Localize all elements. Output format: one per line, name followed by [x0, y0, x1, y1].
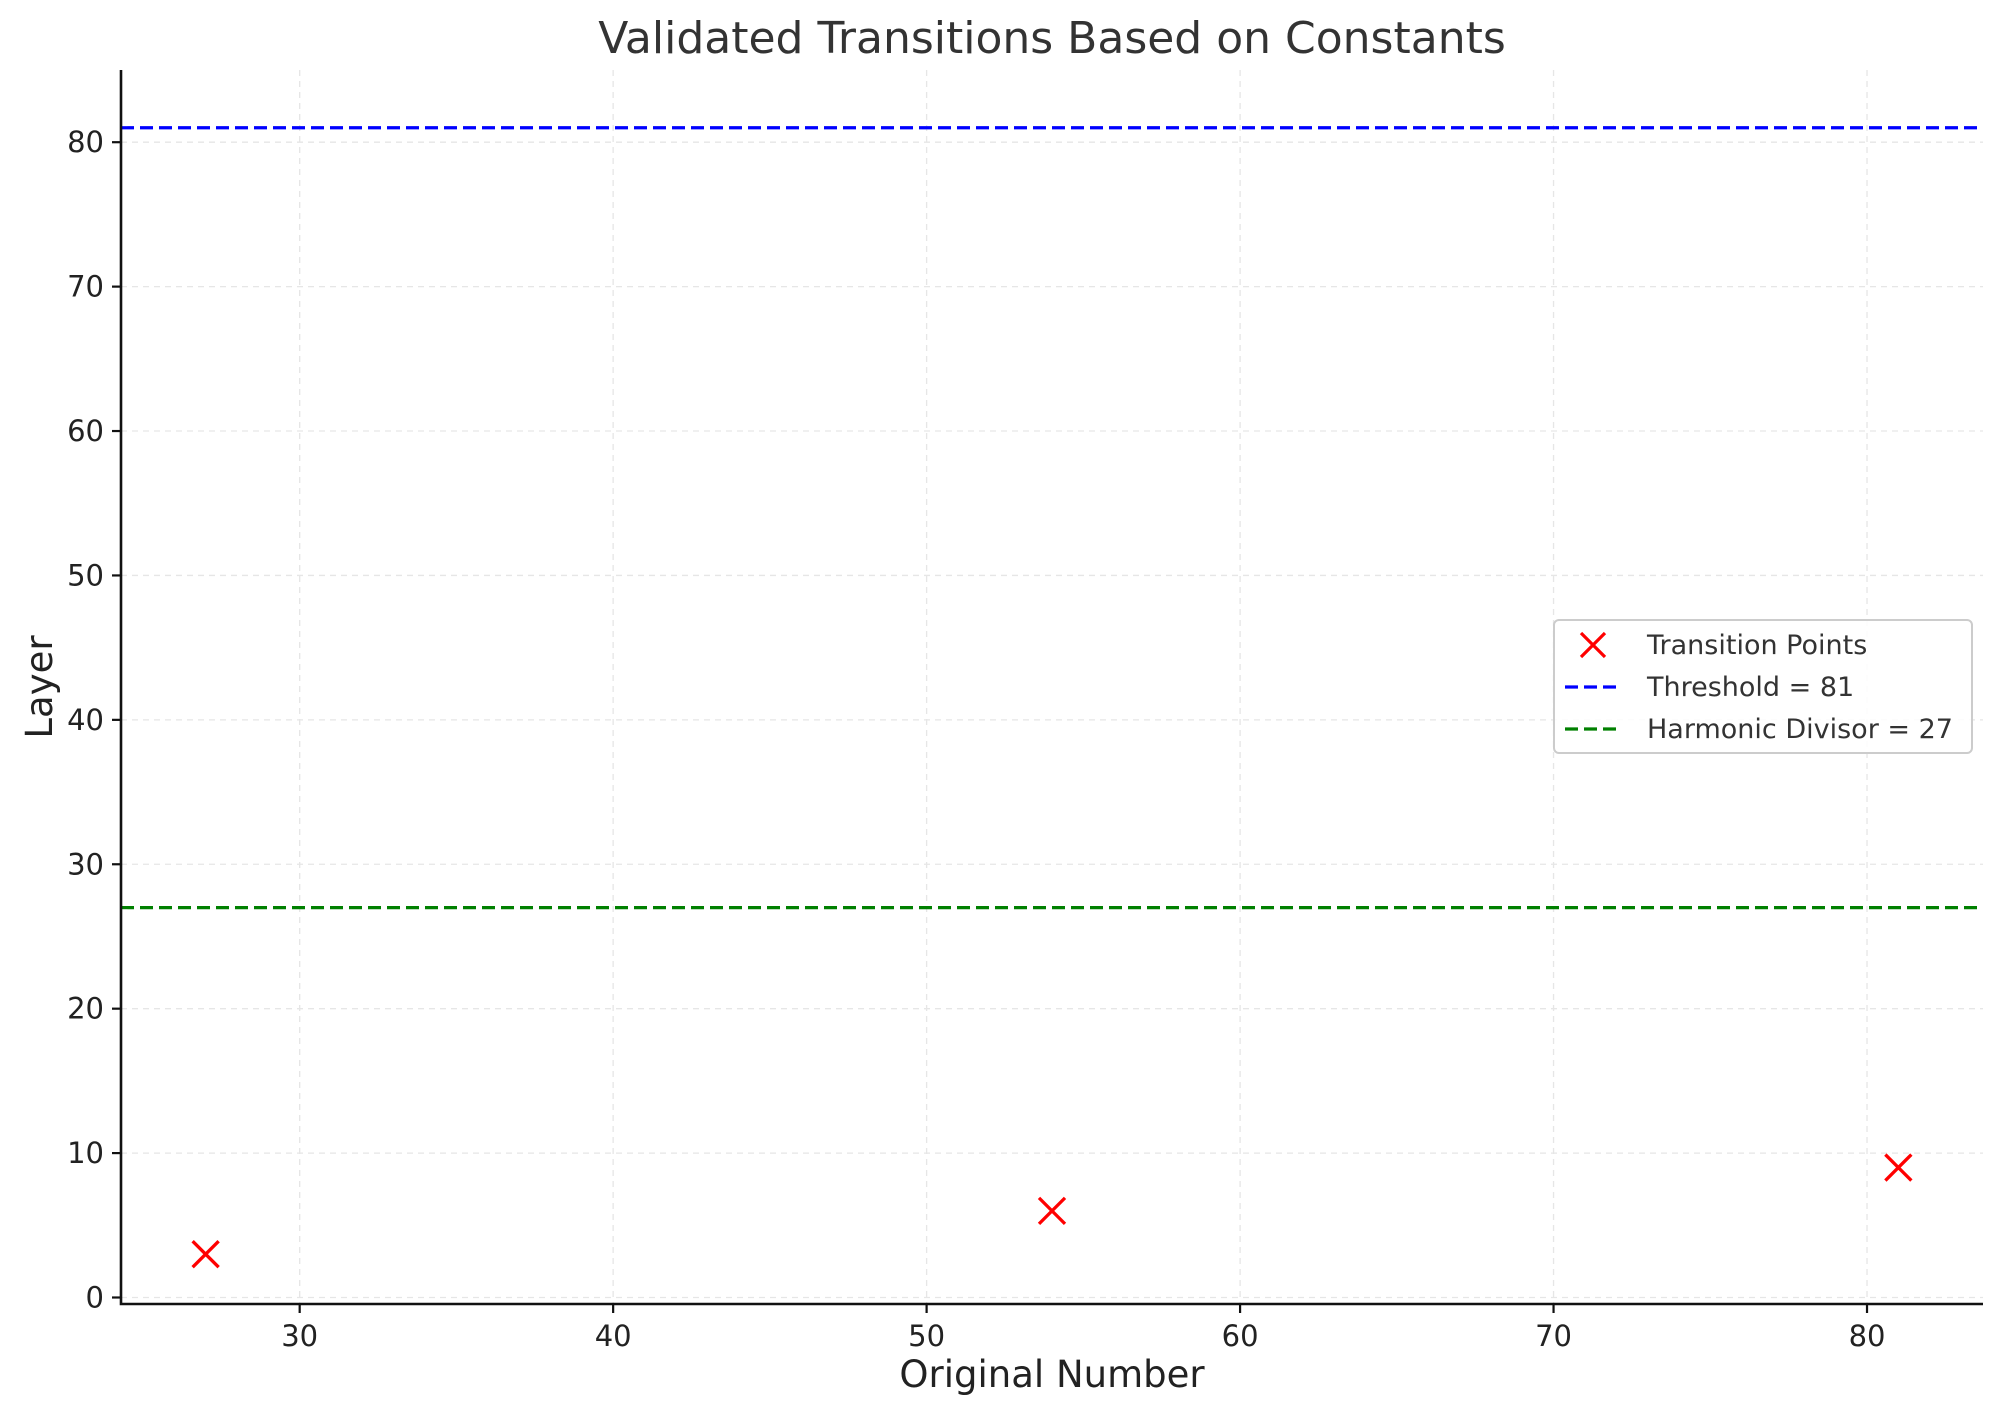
legend-label: Transition Points [1646, 630, 1867, 661]
y-tick-label: 60 [67, 414, 104, 448]
x-tick-label: 80 [1849, 1319, 1886, 1353]
y-tick-label: 0 [86, 1281, 104, 1315]
y-tick-label: 30 [67, 847, 104, 881]
data-point [1037, 1196, 1067, 1226]
legend: Transition Points Threshold = 81 Harmonic … [1553, 619, 1973, 754]
legend-marker [1579, 631, 1607, 659]
y-axis-label: Layer [18, 635, 61, 739]
data-points [191, 1153, 1913, 1269]
x-tick-label: 50 [908, 1319, 945, 1353]
grid [121, 70, 1983, 1304]
x-tick-label: 40 [595, 1319, 632, 1353]
reference-lines [121, 126, 1983, 910]
legend-box [1553, 619, 1973, 754]
y-axis-ticks: 0 10 20 30 40 50 60 70 80 [67, 125, 121, 1315]
data-point [191, 1240, 220, 1269]
y-tick-label: 10 [67, 1136, 104, 1170]
y-tick-label: 50 [67, 558, 104, 592]
legend-label: Threshold = 81 [1646, 672, 1854, 703]
axes-spines [119, 70, 1983, 1306]
y-tick-label: 80 [67, 125, 104, 159]
chart-title: Validated Transitions Based on Constants [598, 13, 1506, 64]
x-tick-label: 60 [1222, 1319, 1259, 1353]
y-tick-label: 20 [67, 992, 104, 1026]
x-tick-label: 30 [281, 1319, 318, 1353]
y-tick-label: 40 [67, 703, 104, 737]
x-axis-ticks: 30 40 50 60 70 80 [281, 1304, 1885, 1353]
y-tick-label: 70 [67, 270, 104, 304]
x-tick-label: 70 [1535, 1319, 1572, 1353]
legend-label: Harmonic Divisor = 27 [1647, 714, 1953, 745]
x-axis-label: Original Number [899, 1353, 1205, 1396]
data-point [1884, 1153, 1913, 1182]
